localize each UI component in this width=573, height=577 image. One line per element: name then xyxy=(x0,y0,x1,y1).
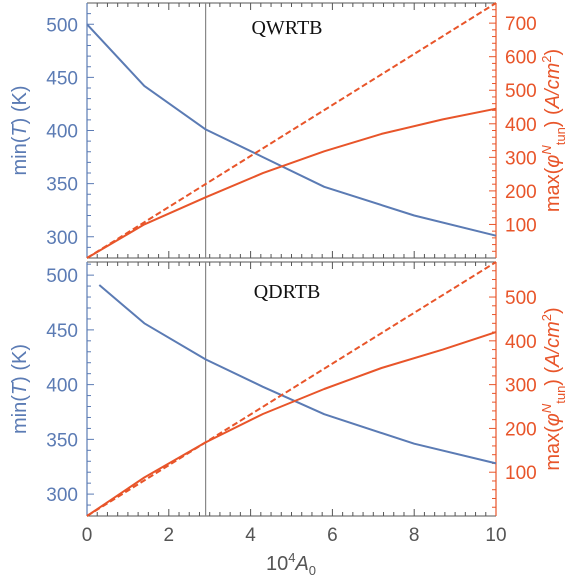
left-tick-label: 450 xyxy=(46,321,78,342)
right-axis-label-post: ) ( xyxy=(542,366,564,385)
right-tick-label: 300 xyxy=(505,376,537,397)
x-tick-label: 10 xyxy=(485,525,506,546)
right-tick-label: 100 xyxy=(505,215,537,236)
min-t-line xyxy=(98,284,497,465)
max-phi-dashed-line xyxy=(86,2,497,259)
right-axis-label-pre: max( xyxy=(542,167,564,212)
left-tick-label: 350 xyxy=(46,430,78,451)
min-t-line xyxy=(86,23,497,237)
left-axis-label-var: T xyxy=(9,381,31,395)
max-phi-dashed-line xyxy=(86,261,497,517)
right-tick-label: 400 xyxy=(505,115,537,136)
right-tick-label: 300 xyxy=(505,148,537,169)
left-axis-label-var: T xyxy=(9,123,31,137)
x-axis-label-exp: 4 xyxy=(288,550,295,565)
left-tick-label: 300 xyxy=(46,228,78,249)
right-axis-label-sup: N xyxy=(539,145,554,155)
right-tick-label: 200 xyxy=(505,182,537,203)
right-axis-label-post: ) ( xyxy=(542,108,564,127)
left-axis-label-pre: min( xyxy=(9,136,31,175)
left-tick-label: 500 xyxy=(46,266,78,287)
right-axis-label-sub: tun xyxy=(553,386,568,404)
right-axis-label: max(φNtun) (A/cm2) xyxy=(539,307,568,470)
right-axis-label: max(φNtun) (A/cm2) xyxy=(539,49,568,212)
left-axis-label-post: ) (K) xyxy=(9,344,31,383)
right-axis-label-close: ) xyxy=(542,49,564,56)
left-tick-label: 500 xyxy=(46,15,78,36)
x-tick-label: 0 xyxy=(82,525,93,546)
left-axis-label: min(T) (K) xyxy=(9,344,31,434)
left-tick-label: 350 xyxy=(46,175,78,196)
right-axis-label-unit: A/cm xyxy=(542,63,564,110)
panel-top: 300 350 400 450 500 100 200 300 400 500 600 700 QWRT… xyxy=(9,2,568,259)
right-tick-label: 200 xyxy=(505,419,537,440)
left-tick-label: 400 xyxy=(46,122,78,143)
right-tick-label: 500 xyxy=(505,288,537,309)
right-tick-label: 100 xyxy=(505,463,537,484)
right-axis-label-phi: φ xyxy=(542,413,564,426)
left-tick-label: 400 xyxy=(46,376,78,397)
right-axis-label-sup: N xyxy=(539,403,554,413)
x-tick-label: 4 xyxy=(245,525,256,546)
right-tick-label: 700 xyxy=(505,14,537,35)
left-axis-label: min(T) (K) xyxy=(9,86,31,176)
right-tick-label: 600 xyxy=(505,48,537,69)
x-axis-label-sub: 0 xyxy=(309,563,316,577)
right-axis-label-phi: φ xyxy=(542,155,564,168)
left-axis-label-pre: min( xyxy=(9,395,31,434)
right-axis-label-unit-exp: 2 xyxy=(539,56,554,63)
right-axis-label-pre: max( xyxy=(542,426,564,471)
left-tick-label: 450 xyxy=(46,68,78,89)
left-tick-label: 300 xyxy=(46,485,78,506)
right-axis-label-close: ) xyxy=(542,307,564,314)
max-phi-line xyxy=(86,107,497,259)
panel-title: QWRTB xyxy=(251,17,322,39)
x-axis-label-prefix: 10 xyxy=(266,553,288,575)
panel-bottom: 300350400450500100200300400500QDRTBmin(T… xyxy=(9,261,568,546)
left-axis-label-post: ) (K) xyxy=(9,86,31,125)
max-phi-line xyxy=(86,331,497,517)
x-tick-label: 6 xyxy=(327,525,338,546)
right-axis-label-unit: A/cm xyxy=(542,321,564,368)
x-axis-label-var: A xyxy=(294,553,308,575)
right-axis-label-sub: tun xyxy=(553,127,568,145)
x-axis-label: 104A0 xyxy=(266,550,316,577)
x-tick-label: 2 xyxy=(164,525,175,546)
right-tick-label: 400 xyxy=(505,332,537,353)
right-axis-label-unit-exp: 2 xyxy=(539,314,554,321)
x-tick-label: 8 xyxy=(409,525,420,546)
right-tick-label: 500 xyxy=(505,81,537,102)
panel-title: QDRTB xyxy=(254,281,321,303)
